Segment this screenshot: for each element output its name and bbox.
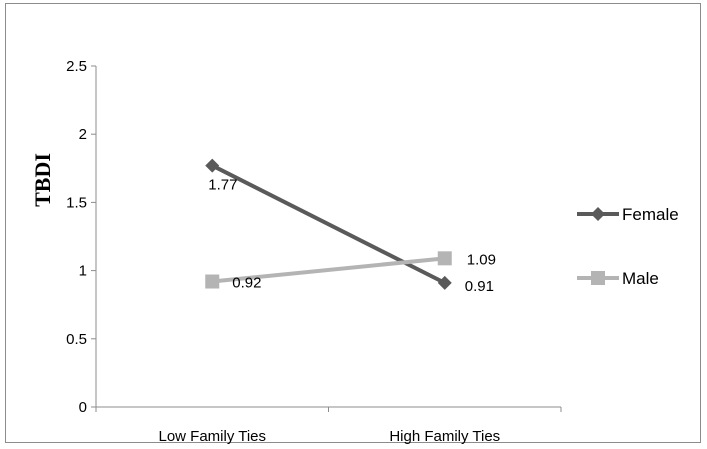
legend-marker xyxy=(591,271,605,285)
legend-label: Female xyxy=(622,205,679,224)
y-tick-label: 0.5 xyxy=(66,331,87,348)
data-label: 0.91 xyxy=(465,278,494,295)
legend-item-male: Male xyxy=(577,269,659,288)
data-point xyxy=(205,158,220,173)
x-tick-label: High Family Ties xyxy=(389,428,500,445)
chart-frame xyxy=(5,3,701,443)
y-tick-label: 1 xyxy=(79,263,87,280)
data-label: 0.92 xyxy=(232,275,261,292)
axes: 0 0.5 1 1.5 2 2.5 Low Family Ties High Family T… xyxy=(66,58,562,445)
x-tick-label: Low Family Ties xyxy=(158,428,266,445)
data-point xyxy=(437,275,452,290)
data-label: 1.77 xyxy=(208,177,237,194)
data-point xyxy=(437,251,452,266)
series-line xyxy=(211,163,446,285)
series-layer: 1.77 0.91 0.92 1.09 xyxy=(205,158,496,295)
y-tick-label: 2 xyxy=(79,126,87,143)
series-male: 0.92 1.09 xyxy=(205,251,496,292)
data-point xyxy=(205,274,220,289)
y-axis-title: TBDI xyxy=(30,153,55,207)
legend-item-female: Female xyxy=(577,205,679,224)
legend-marker xyxy=(591,207,605,221)
legend-label: Male xyxy=(622,269,659,288)
legend: Female Male xyxy=(577,205,679,288)
data-label: 1.09 xyxy=(467,251,496,268)
series-line xyxy=(212,256,445,284)
y-tick-label: 2.5 xyxy=(66,58,87,75)
y-tick-label: 1.5 xyxy=(66,194,87,211)
y-tick-label: 0 xyxy=(79,399,87,416)
